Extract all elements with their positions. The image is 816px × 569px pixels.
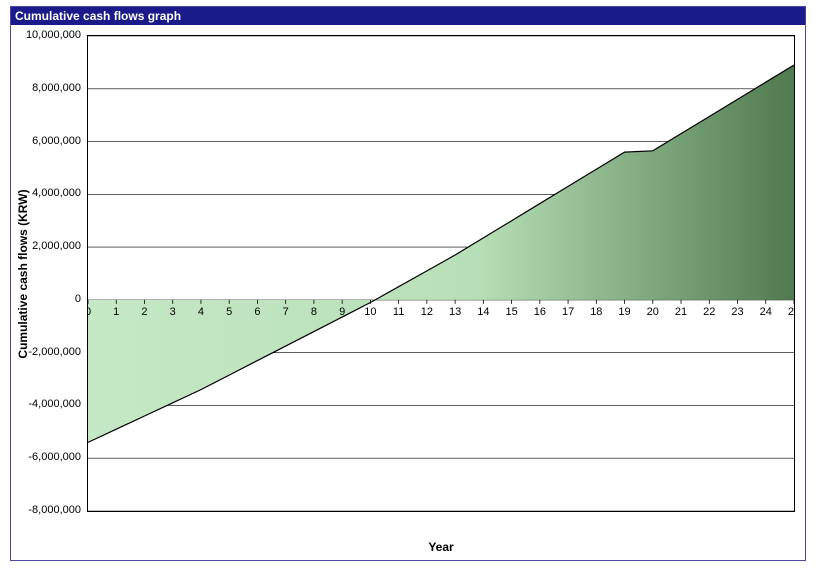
x-tick-label: 10 [364, 306, 376, 318]
chart-frame: Cumulative cash flows graph Cumulative c… [0, 0, 816, 569]
x-tick-labels [87, 512, 795, 528]
x-axis-title: Year [87, 540, 795, 554]
x-tick-label: 7 [283, 306, 289, 318]
y-tick-label: -2,000,000 [28, 346, 81, 358]
x-tick-label: 21 [675, 306, 687, 318]
x-tick-label: 17 [562, 306, 574, 318]
y-tick-label: 8,000,000 [32, 82, 81, 94]
series-area [88, 65, 794, 442]
plot-wrap: Cumulative cash flows (KRW) -8,000,000-6… [11, 25, 805, 560]
x-tick-label: 13 [449, 306, 461, 318]
x-tick-label: 15 [505, 306, 517, 318]
x-tick-label: 6 [254, 306, 260, 318]
y-tick-label: 6,000,000 [32, 135, 81, 147]
x-tick-label: 2 [141, 306, 147, 318]
x-tick-label: 8 [311, 306, 317, 318]
y-tick-label: -4,000,000 [28, 398, 81, 410]
x-tick-label: 9 [339, 306, 345, 318]
y-tick-label: -6,000,000 [28, 451, 81, 463]
y-tick-label: 2,000,000 [32, 240, 81, 252]
y-tick-label: 0 [75, 293, 81, 305]
x-tick-label: 16 [534, 306, 546, 318]
y-tick-label: -8,000,000 [28, 504, 81, 516]
panel-titlebar: Cumulative cash flows graph [11, 7, 805, 25]
x-tick-label: 4 [198, 306, 204, 318]
y-tick-label: 4,000,000 [32, 187, 81, 199]
y-tick-label: 10,000,000 [26, 29, 81, 41]
x-tick-label: 18 [590, 306, 602, 318]
x-tick-label: 20 [647, 306, 659, 318]
x-tick-label: 5 [226, 306, 232, 318]
x-tick-label: 0 [88, 306, 91, 318]
plot-area: 0123456789101112131415161718192021222324… [87, 35, 795, 512]
panel-title: Cumulative cash flows graph [15, 9, 181, 23]
plot-svg: 0123456789101112131415161718192021222324… [88, 36, 794, 511]
x-tick-label: 1 [113, 306, 119, 318]
x-tick-label: 22 [703, 306, 715, 318]
x-tick-label: 3 [170, 306, 176, 318]
chart-panel: Cumulative cash flows graph Cumulative c… [10, 6, 806, 561]
x-tick-label: 12 [421, 306, 433, 318]
x-tick-label: 25 [788, 306, 794, 318]
x-tick-label: 24 [760, 306, 772, 318]
y-tick-labels: -8,000,000-6,000,000-4,000,000-2,000,000… [11, 35, 85, 512]
x-tick-label: 23 [731, 306, 743, 318]
x-tick-label: 14 [477, 306, 489, 318]
x-tick-label: 19 [618, 306, 630, 318]
x-tick-label: 11 [393, 306, 404, 318]
